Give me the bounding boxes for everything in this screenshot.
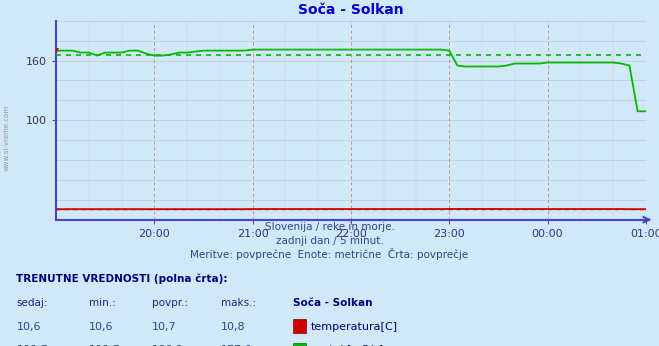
Text: TRENUTNE VREDNOSTI (polna črta):: TRENUTNE VREDNOSTI (polna črta): — [16, 273, 228, 284]
Text: povpr.:: povpr.: — [152, 298, 188, 308]
Text: 10,6: 10,6 — [89, 322, 113, 332]
Text: 10,7: 10,7 — [152, 322, 176, 332]
Text: 10,8: 10,8 — [221, 322, 245, 332]
Text: sedaj:: sedaj: — [16, 298, 48, 308]
Text: zadnji dan / 5 minut.: zadnji dan / 5 minut. — [275, 236, 384, 246]
Text: www.si-vreme.com: www.si-vreme.com — [3, 105, 10, 172]
Text: 166,0: 166,0 — [152, 345, 183, 346]
Text: 10,6: 10,6 — [16, 322, 41, 332]
Text: 109,7: 109,7 — [89, 345, 121, 346]
Text: min.:: min.: — [89, 298, 116, 308]
Text: temperatura[C]: temperatura[C] — [311, 322, 398, 332]
Title: Soča - Solkan: Soča - Solkan — [298, 3, 404, 17]
Text: Slovenija / reke in morje.: Slovenija / reke in morje. — [264, 222, 395, 232]
Text: maks.:: maks.: — [221, 298, 256, 308]
Text: pretok[m3/s]: pretok[m3/s] — [311, 345, 383, 346]
Text: Soča - Solkan: Soča - Solkan — [293, 298, 373, 308]
Text: Meritve: povprečne  Enote: metrične  Črta: povprečje: Meritve: povprečne Enote: metrične Črta:… — [190, 248, 469, 260]
Text: 109,7: 109,7 — [16, 345, 48, 346]
Text: 177,0: 177,0 — [221, 345, 252, 346]
